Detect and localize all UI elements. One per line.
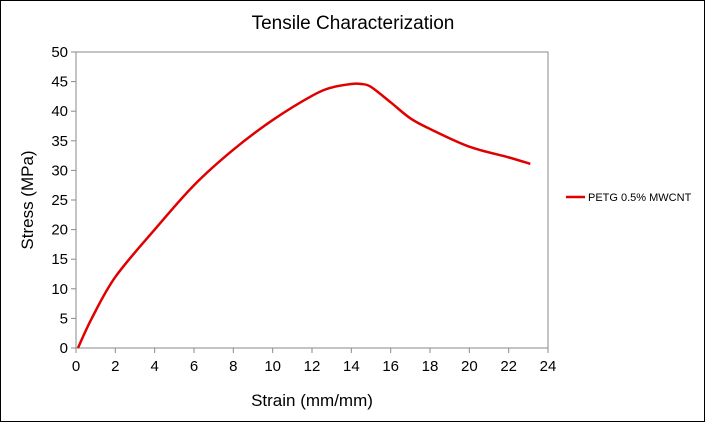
x-tick-label: 18 bbox=[422, 358, 439, 375]
x-tick-label: 4 bbox=[150, 358, 158, 375]
x-tick-label: 10 bbox=[264, 358, 281, 375]
y-tick-label: 40 bbox=[51, 103, 68, 120]
x-tick-label: 6 bbox=[190, 358, 198, 375]
y-tick-label: 50 bbox=[51, 44, 68, 61]
x-axis: 0 2 4 6 8 10 12 14 16 18 20 22 24 bbox=[72, 348, 557, 375]
y-tick-label: 5 bbox=[60, 310, 68, 327]
x-tick-label: 2 bbox=[111, 358, 119, 375]
x-tick-label: 12 bbox=[304, 358, 321, 375]
x-axis-title: Strain (mm/mm) bbox=[251, 391, 373, 410]
series-line bbox=[76, 82, 531, 349]
y-tick-label: 15 bbox=[51, 251, 68, 268]
legend-label: PETG 0.5% MWCNT bbox=[588, 192, 692, 204]
y-axis: 0 5 10 15 20 25 30 35 40 45 50 bbox=[51, 44, 76, 357]
y-tick-label: 25 bbox=[51, 192, 68, 209]
x-tick-label: 16 bbox=[382, 358, 399, 375]
y-tick-label: 10 bbox=[51, 281, 68, 298]
chart-title: Tensile Characterization bbox=[252, 13, 455, 34]
legend: PETG 0.5% MWCNT bbox=[566, 192, 692, 204]
y-tick-label: 35 bbox=[51, 133, 68, 150]
series-layer bbox=[76, 82, 531, 349]
y-tick-label: 0 bbox=[60, 340, 68, 357]
x-tick-label: 14 bbox=[343, 358, 360, 375]
x-tick-label: 0 bbox=[72, 358, 80, 375]
x-tick-label: 20 bbox=[461, 358, 478, 375]
y-tick-label: 30 bbox=[51, 162, 68, 179]
y-tick-label: 20 bbox=[51, 222, 68, 239]
x-tick-label: 8 bbox=[229, 358, 237, 375]
y-axis-title: Stress (MPa) bbox=[18, 150, 37, 249]
y-tick-label: 45 bbox=[51, 74, 68, 91]
plot-area bbox=[75, 51, 549, 349]
x-tick-label: 24 bbox=[540, 358, 557, 375]
x-tick-label: 22 bbox=[500, 358, 517, 375]
